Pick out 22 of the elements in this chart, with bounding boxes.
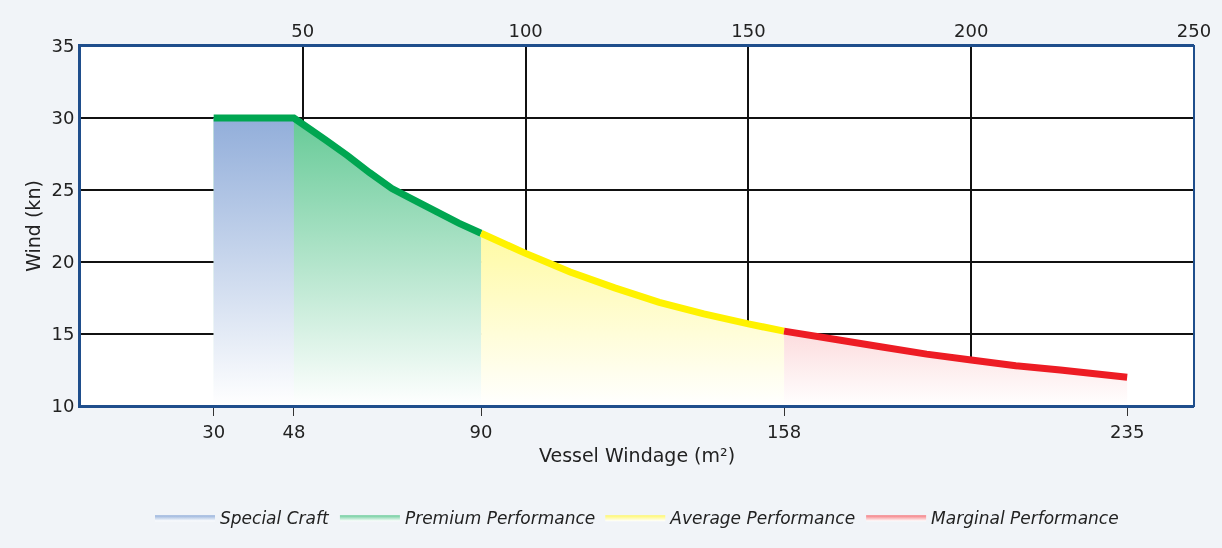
y-axis-title: Wind (kn) [21, 180, 44, 272]
y-tick-label: 10 [51, 395, 75, 417]
x-tick-label: 158 [766, 420, 802, 442]
y-tick-label: 35 [51, 35, 75, 57]
y-tick-label: 20 [51, 251, 75, 273]
x-tick-label: 30 [202, 420, 226, 442]
x2-tick-label: 250 [1176, 19, 1212, 41]
x-tick-label: 90 [469, 420, 493, 442]
x2-tick-label: 100 [508, 19, 543, 41]
x2-tick-label: 50 [291, 19, 315, 41]
x2-tick-label: 150 [731, 19, 766, 41]
legend-label: Marginal Performance [931, 507, 1119, 528]
x-axis-title: Vessel Windage (m²) [538, 443, 736, 466]
y-tick-label: 25 [51, 179, 75, 201]
y-tick-label: 30 [51, 107, 75, 129]
x-tick-label: 235 [1109, 420, 1145, 442]
legend-label: Special Craft [220, 507, 330, 528]
x-tick-label: 48 [282, 420, 306, 442]
x2-tick-label: 200 [954, 19, 989, 41]
y-tick-label: 15 [51, 323, 75, 345]
legend-label: Average Performance [669, 507, 856, 528]
legend-label: Premium Performance [404, 507, 596, 528]
